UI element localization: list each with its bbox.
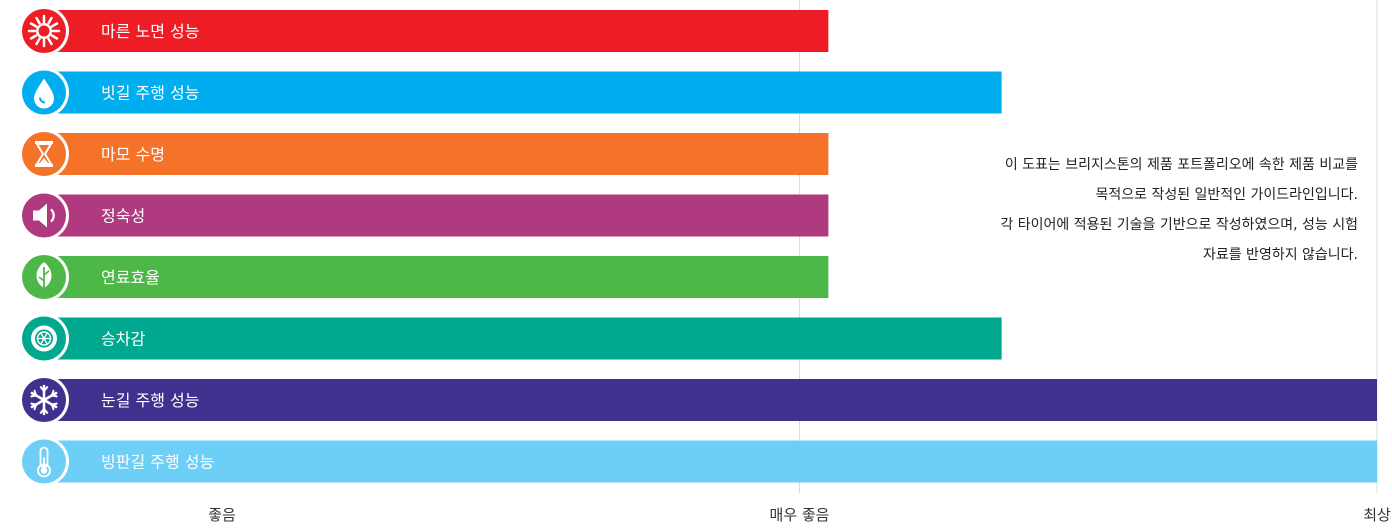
note-line: 목적으로 작성된 일반적인 가이드라인입니다. (1095, 187, 1358, 203)
speaker-icon (33, 203, 55, 228)
hourglass-icon (35, 141, 53, 167)
bar-label: 승차감 (101, 330, 145, 349)
bar-label: 눈길 주행 성능 (101, 391, 200, 410)
leaf-icon (36, 262, 52, 292)
bar (40, 194, 829, 237)
water-drop-icon (34, 78, 54, 109)
bar-label: 빗길 주행 성능 (101, 84, 200, 103)
bar (40, 317, 1002, 360)
note-line: 각 타이어에 적용된 기술을 기반으로 작성하였으며, 성능 시험 (1000, 217, 1358, 233)
x-tick-label: 최상 (1363, 506, 1391, 524)
x-tick-label: 좋음 (208, 506, 236, 524)
bar-label: 마모 수명 (101, 145, 165, 164)
bar (40, 71, 1002, 114)
bar-label: 연료효율 (101, 268, 160, 287)
sun-icon (27, 14, 61, 48)
bar (40, 10, 829, 52)
disclaimer-note: 이 도표는 브리지스톤의 제품 포트폴리오에 속한 제품 비교를 목적으로 작성… (838, 150, 1358, 270)
bar-label: 빙판길 주행 성능 (101, 453, 214, 472)
bar (40, 133, 829, 175)
tire-icon (31, 325, 57, 352)
bar-label: 정숙성 (101, 207, 145, 226)
snowflake-icon (30, 384, 58, 416)
bar (40, 379, 1377, 421)
bar-label: 마른 노면 성능 (101, 22, 200, 41)
thermometer-icon (37, 446, 51, 478)
note-line: 이 도표는 브리지스톤의 제품 포트폴리오에 속한 제품 비교를 (1004, 157, 1358, 173)
note-line: 자료를 반영하지 않습니다. (1202, 247, 1358, 263)
x-tick-label: 매우 좋음 (770, 506, 830, 524)
bar (40, 440, 1377, 483)
bar (40, 256, 829, 298)
